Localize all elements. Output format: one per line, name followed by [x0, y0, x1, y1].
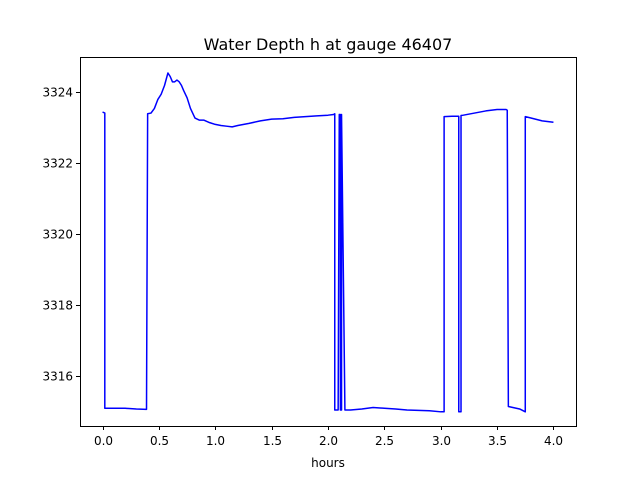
- plot-area: [102, 72, 554, 413]
- y-tick-label: 3316: [42, 370, 73, 384]
- x-tick-label: 1.0: [206, 434, 225, 448]
- y-tick-label: 3320: [42, 228, 73, 242]
- chart-title: Water Depth h at gauge 46407: [204, 35, 453, 54]
- y-tick-label: 3324: [42, 86, 73, 100]
- x-tick-label: 1.5: [263, 434, 282, 448]
- y-tick-label: 3318: [42, 299, 73, 313]
- x-tick-label: 0.5: [150, 434, 169, 448]
- y-tick-label: 3322: [42, 157, 73, 171]
- x-axis-label: hours: [311, 456, 345, 470]
- x-tick-label: 3.5: [488, 434, 507, 448]
- x-tick-label: 2.0: [319, 434, 338, 448]
- x-tick-label: 0.0: [94, 434, 113, 448]
- x-axis: 0.0 0.5 1.0 1.5 2.0 2.5 3.0 3.5 4.0: [94, 426, 563, 448]
- x-tick-label: 3.0: [432, 434, 451, 448]
- series-line-0: [102, 72, 554, 413]
- x-tick-label: 4.0: [544, 434, 563, 448]
- x-tick-label: 2.5: [375, 434, 394, 448]
- y-axis: 3316 3318 3320 3322 3324: [42, 86, 80, 384]
